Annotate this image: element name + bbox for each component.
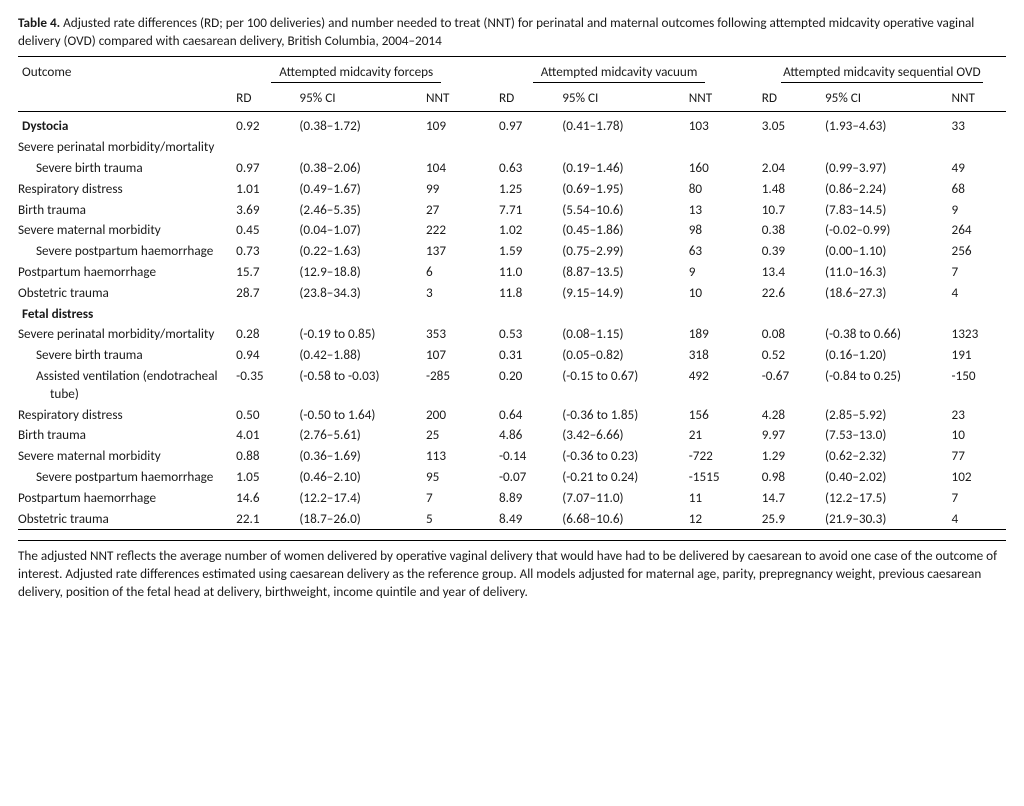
subcol-ci: 95% CI (295, 85, 422, 111)
table-row: Severe postpartum haemorrhage0.73(0.22–1… (18, 241, 1006, 262)
row-label: Birth trauma (18, 425, 232, 446)
row-label: Severe perinatal morbidity/mortality (18, 324, 232, 345)
row-label: Severe birth trauma (18, 157, 232, 178)
caption-text: Adjusted rate differences (RD; per 100 d… (18, 14, 974, 49)
subcol-nnt: NNT (422, 85, 480, 111)
section-row: Dystocia0.92(0.38–1.72)1090.97(0.41–1.78… (18, 116, 1006, 137)
table-row: Birth trauma3.69(2.46–5.35)277.71(5.54–1… (18, 199, 1006, 220)
row-label: Severe postpartum haemorrhage (18, 467, 232, 488)
subcol-ci: 95% CI (821, 85, 948, 111)
row-label: Severe perinatal morbidity/mortality (18, 137, 232, 158)
row-label: Obstetric trauma (18, 508, 232, 529)
table-row: Severe perinatal morbidity/mortality (18, 137, 1006, 158)
subcol-rd: RD (232, 85, 295, 111)
row-label: Respiratory distress (18, 178, 232, 199)
table-body: Dystocia0.92(0.38–1.72)1090.97(0.41–1.78… (18, 111, 1006, 529)
subcol-rd: RD (758, 85, 821, 111)
table-row: Severe birth trauma0.97(0.38–2.06)1040.6… (18, 157, 1006, 178)
section-row: Fetal distress (18, 303, 1006, 324)
subcol-ci: 95% CI (558, 85, 685, 111)
row-label: Obstetric trauma (18, 282, 232, 303)
group-header: Attempted midcavity vacuum (495, 56, 743, 85)
section-label: Fetal distress (18, 303, 232, 324)
table-row: Obstetric trauma28.7(23.8–34.3)311.8(9.1… (18, 282, 1006, 303)
table-row: Severe perinatal morbidity/mortality0.28… (18, 324, 1006, 345)
table-row: Obstetric trauma22.1(18.7–26.0)58.49(6.6… (18, 508, 1006, 529)
table-row: Severe maternal morbidity0.88(0.36–1.69)… (18, 446, 1006, 467)
table-caption: Table 4. Adjusted rate differences (RD; … (18, 14, 1006, 50)
row-label: Postpartum haemorrhage (18, 261, 232, 282)
row-label: Respiratory distress (18, 404, 232, 425)
table-row: Birth trauma4.01(2.76–5.61)254.86(3.42–6… (18, 425, 1006, 446)
table-row: Respiratory distress1.01(0.49–1.67)991.2… (18, 178, 1006, 199)
row-label: Severe maternal morbidity (18, 446, 232, 467)
table-row: Respiratory distress0.50(-0.50 to 1.64)2… (18, 404, 1006, 425)
group-header: Attempted midcavity forceps (232, 56, 480, 85)
subcol-nnt: NNT (948, 85, 1006, 111)
row-label: Severe birth trauma (18, 345, 232, 366)
subcol-rd: RD (495, 85, 558, 111)
group-header: Attempted midcavity sequential OVD (758, 56, 1006, 85)
table-footnote: The adjusted NNT reflects the average nu… (18, 540, 1006, 600)
table-row: Postpartum haemorrhage15.7(12.9–18.8)611… (18, 261, 1006, 282)
row-label: Assisted ventilation (endotracheal tube) (18, 366, 232, 405)
section-label: Dystocia (18, 116, 232, 137)
table-row: Postpartum haemorrhage14.6(12.2–17.4)78.… (18, 487, 1006, 508)
table-row: Severe postpartum haemorrhage1.05(0.46–2… (18, 467, 1006, 488)
caption-bold: Table 4. (18, 14, 60, 31)
table-row: Assisted ventilation (endotracheal tube)… (18, 366, 1006, 405)
results-table: Outcome Attempted midcavity forceps Atte… (18, 56, 1006, 530)
row-label: Severe maternal morbidity (18, 220, 232, 241)
row-label: Severe postpartum haemorrhage (18, 241, 232, 262)
subcol-nnt: NNT (685, 85, 743, 111)
table-row: Severe birth trauma0.94(0.42–1.88)1070.3… (18, 345, 1006, 366)
table-row: Severe maternal morbidity0.45(0.04–1.07)… (18, 220, 1006, 241)
row-label: Postpartum haemorrhage (18, 487, 232, 508)
col-outcome: Outcome (18, 56, 232, 111)
row-label: Birth trauma (18, 199, 232, 220)
